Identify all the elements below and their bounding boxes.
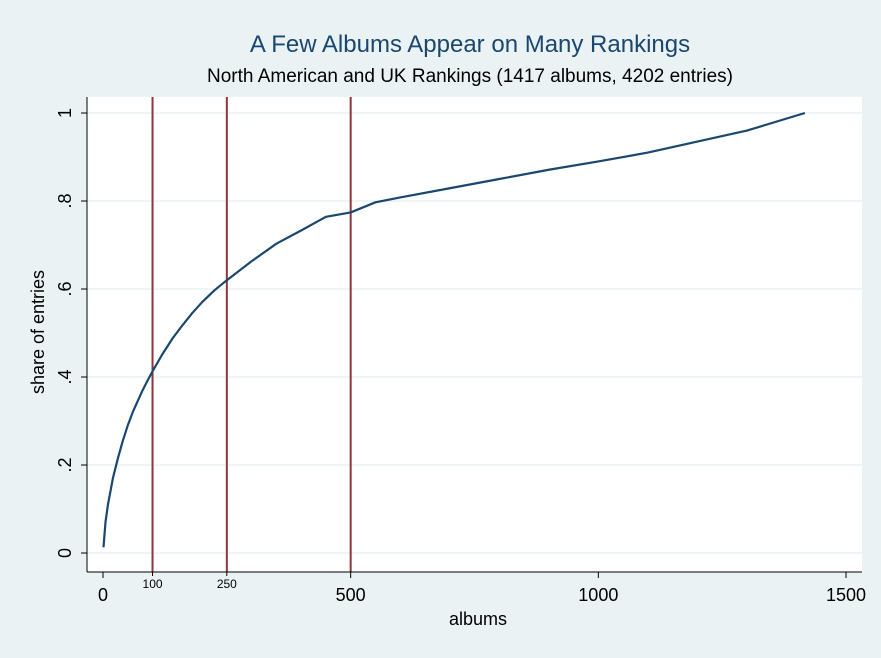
x-minor-tick-label: 250 (217, 577, 237, 591)
x-axis-label: albums (449, 609, 507, 629)
plot-area (87, 97, 862, 572)
y-tick-label: .2 (55, 457, 75, 472)
y-axis-label: share of entries (28, 270, 48, 394)
x-axis: 0 500 1000 1500 100 250 (87, 571, 866, 605)
x-minor-tick-label: 100 (143, 577, 163, 591)
y-tick-label: 0 (55, 548, 75, 558)
y-tick-label: .4 (55, 369, 75, 384)
x-tick-label: 0 (98, 585, 108, 605)
reference-lines (151, 97, 352, 572)
x-tick-label: 1500 (826, 585, 866, 605)
chart-title: A Few Albums Appear on Many Rankings (250, 31, 690, 58)
chart-subtitle: North American and UK Rankings (1417 alb… (207, 66, 733, 87)
y-tick-label: .8 (55, 193, 75, 208)
y-tick-label: .6 (55, 281, 75, 296)
y-axis: 0 .2 .4 .6 .8 1 (55, 97, 88, 572)
x-tick-label: 500 (336, 585, 366, 605)
y-tick-label: 1 (55, 108, 75, 118)
x-tick-label: 1000 (578, 585, 618, 605)
series-line (102, 111, 806, 548)
